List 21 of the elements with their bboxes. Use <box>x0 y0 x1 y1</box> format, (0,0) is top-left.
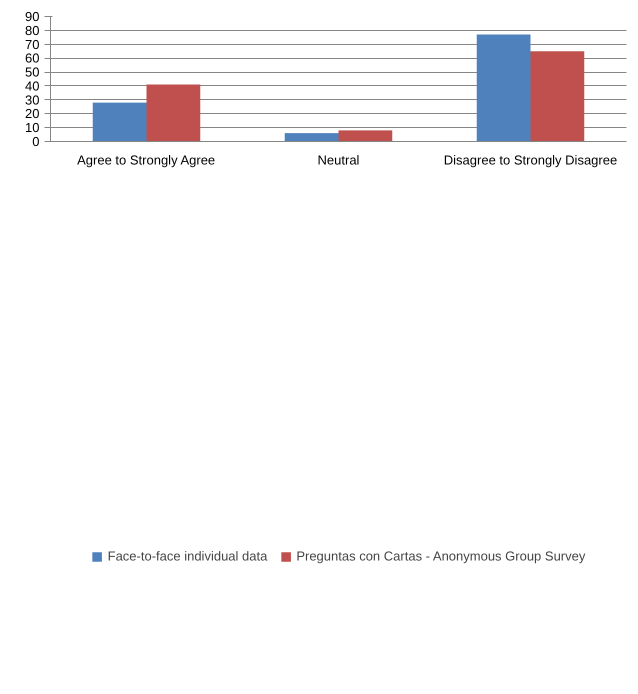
y-tick-label: 80 <box>25 22 40 38</box>
y-tick-label: 30 <box>25 92 40 108</box>
y-tick-label: 10 <box>25 120 40 136</box>
y-tick-label: 20 <box>25 106 40 122</box>
legend-label: Face-to-face individual data <box>108 548 268 564</box>
y-tick-label: 40 <box>25 78 40 94</box>
y-tick-label: 50 <box>25 64 40 80</box>
x-tick-label: Disagree to Strongly Disagree <box>444 152 618 168</box>
x-tick-label: Agree to Strongly Agree <box>77 152 216 168</box>
bar <box>530 51 584 142</box>
bar <box>338 130 392 142</box>
y-tick-label: 70 <box>25 36 40 52</box>
bar <box>146 84 200 142</box>
bar <box>476 34 530 142</box>
x-tick-label: Neutral <box>318 152 360 168</box>
y-tick-label: 60 <box>25 50 40 66</box>
bar <box>284 133 338 142</box>
y-tick-label: 90 <box>25 9 40 24</box>
bar <box>92 102 146 142</box>
legend-label: Preguntas con Cartas - Anonymous Group Survey <box>296 548 586 564</box>
y-tick-label: 0 <box>32 134 40 149</box>
